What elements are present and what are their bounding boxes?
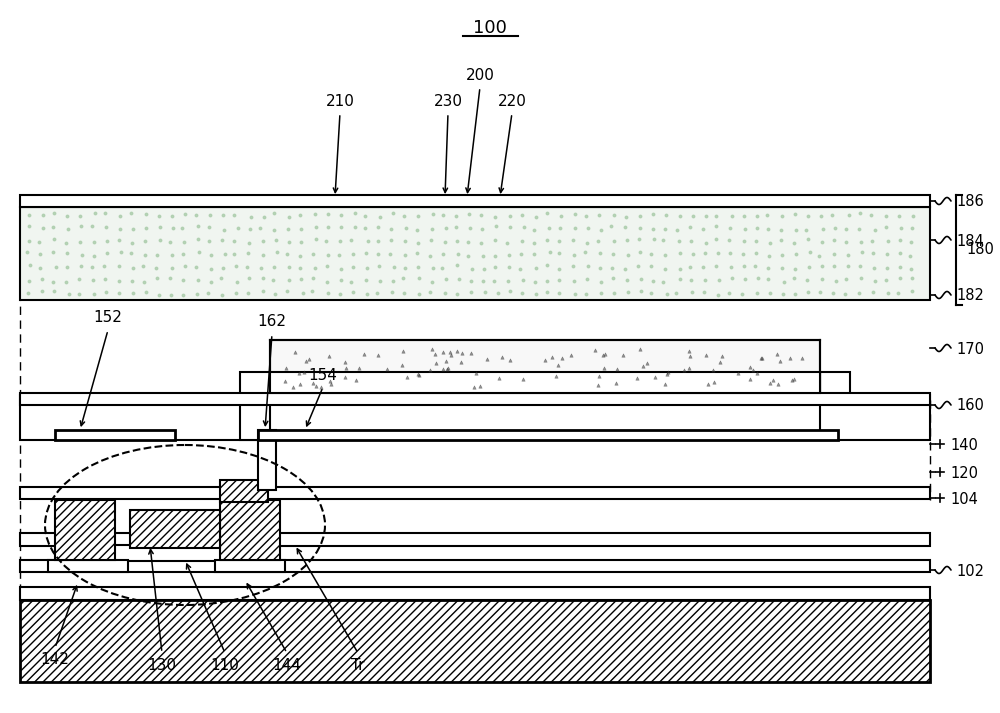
- Text: 154: 154: [309, 367, 337, 382]
- Text: 210: 210: [326, 95, 354, 110]
- Bar: [820, 395, 930, 440]
- Text: 230: 230: [434, 95, 462, 110]
- Text: 160: 160: [956, 399, 984, 414]
- Bar: [820, 372, 850, 395]
- Bar: [220, 500, 280, 560]
- Bar: [240, 372, 270, 440]
- Text: 120: 120: [950, 466, 978, 481]
- Bar: [215, 560, 285, 572]
- Text: 152: 152: [94, 310, 122, 326]
- Text: 200: 200: [466, 68, 494, 83]
- Bar: [20, 533, 930, 546]
- Bar: [48, 560, 128, 572]
- Text: 100: 100: [473, 19, 507, 37]
- Bar: [20, 195, 930, 207]
- Text: 144: 144: [273, 657, 301, 672]
- Text: 142: 142: [41, 652, 69, 667]
- Text: 186: 186: [956, 195, 984, 210]
- Bar: [258, 430, 276, 490]
- Text: 170: 170: [956, 342, 984, 356]
- Bar: [130, 510, 220, 548]
- Bar: [20, 395, 260, 440]
- Bar: [20, 487, 930, 499]
- Bar: [258, 430, 838, 440]
- Text: Tr: Tr: [351, 657, 365, 672]
- Bar: [20, 587, 930, 600]
- Bar: [20, 393, 930, 405]
- Bar: [220, 480, 268, 502]
- Bar: [55, 500, 115, 560]
- Text: 220: 220: [498, 95, 526, 110]
- Bar: [100, 545, 240, 561]
- Bar: [270, 340, 820, 395]
- Text: 162: 162: [258, 314, 287, 329]
- Text: 140: 140: [950, 438, 978, 453]
- Bar: [55, 430, 175, 440]
- Text: 182: 182: [956, 289, 984, 304]
- Text: 130: 130: [148, 657, 176, 672]
- Text: 180: 180: [966, 242, 994, 257]
- Text: 102: 102: [956, 563, 984, 578]
- Bar: [20, 560, 930, 572]
- Bar: [270, 372, 820, 393]
- Text: 184: 184: [956, 233, 984, 249]
- Text: 104: 104: [950, 491, 978, 506]
- Bar: [20, 600, 930, 682]
- Bar: [20, 207, 930, 300]
- Text: 110: 110: [211, 657, 239, 672]
